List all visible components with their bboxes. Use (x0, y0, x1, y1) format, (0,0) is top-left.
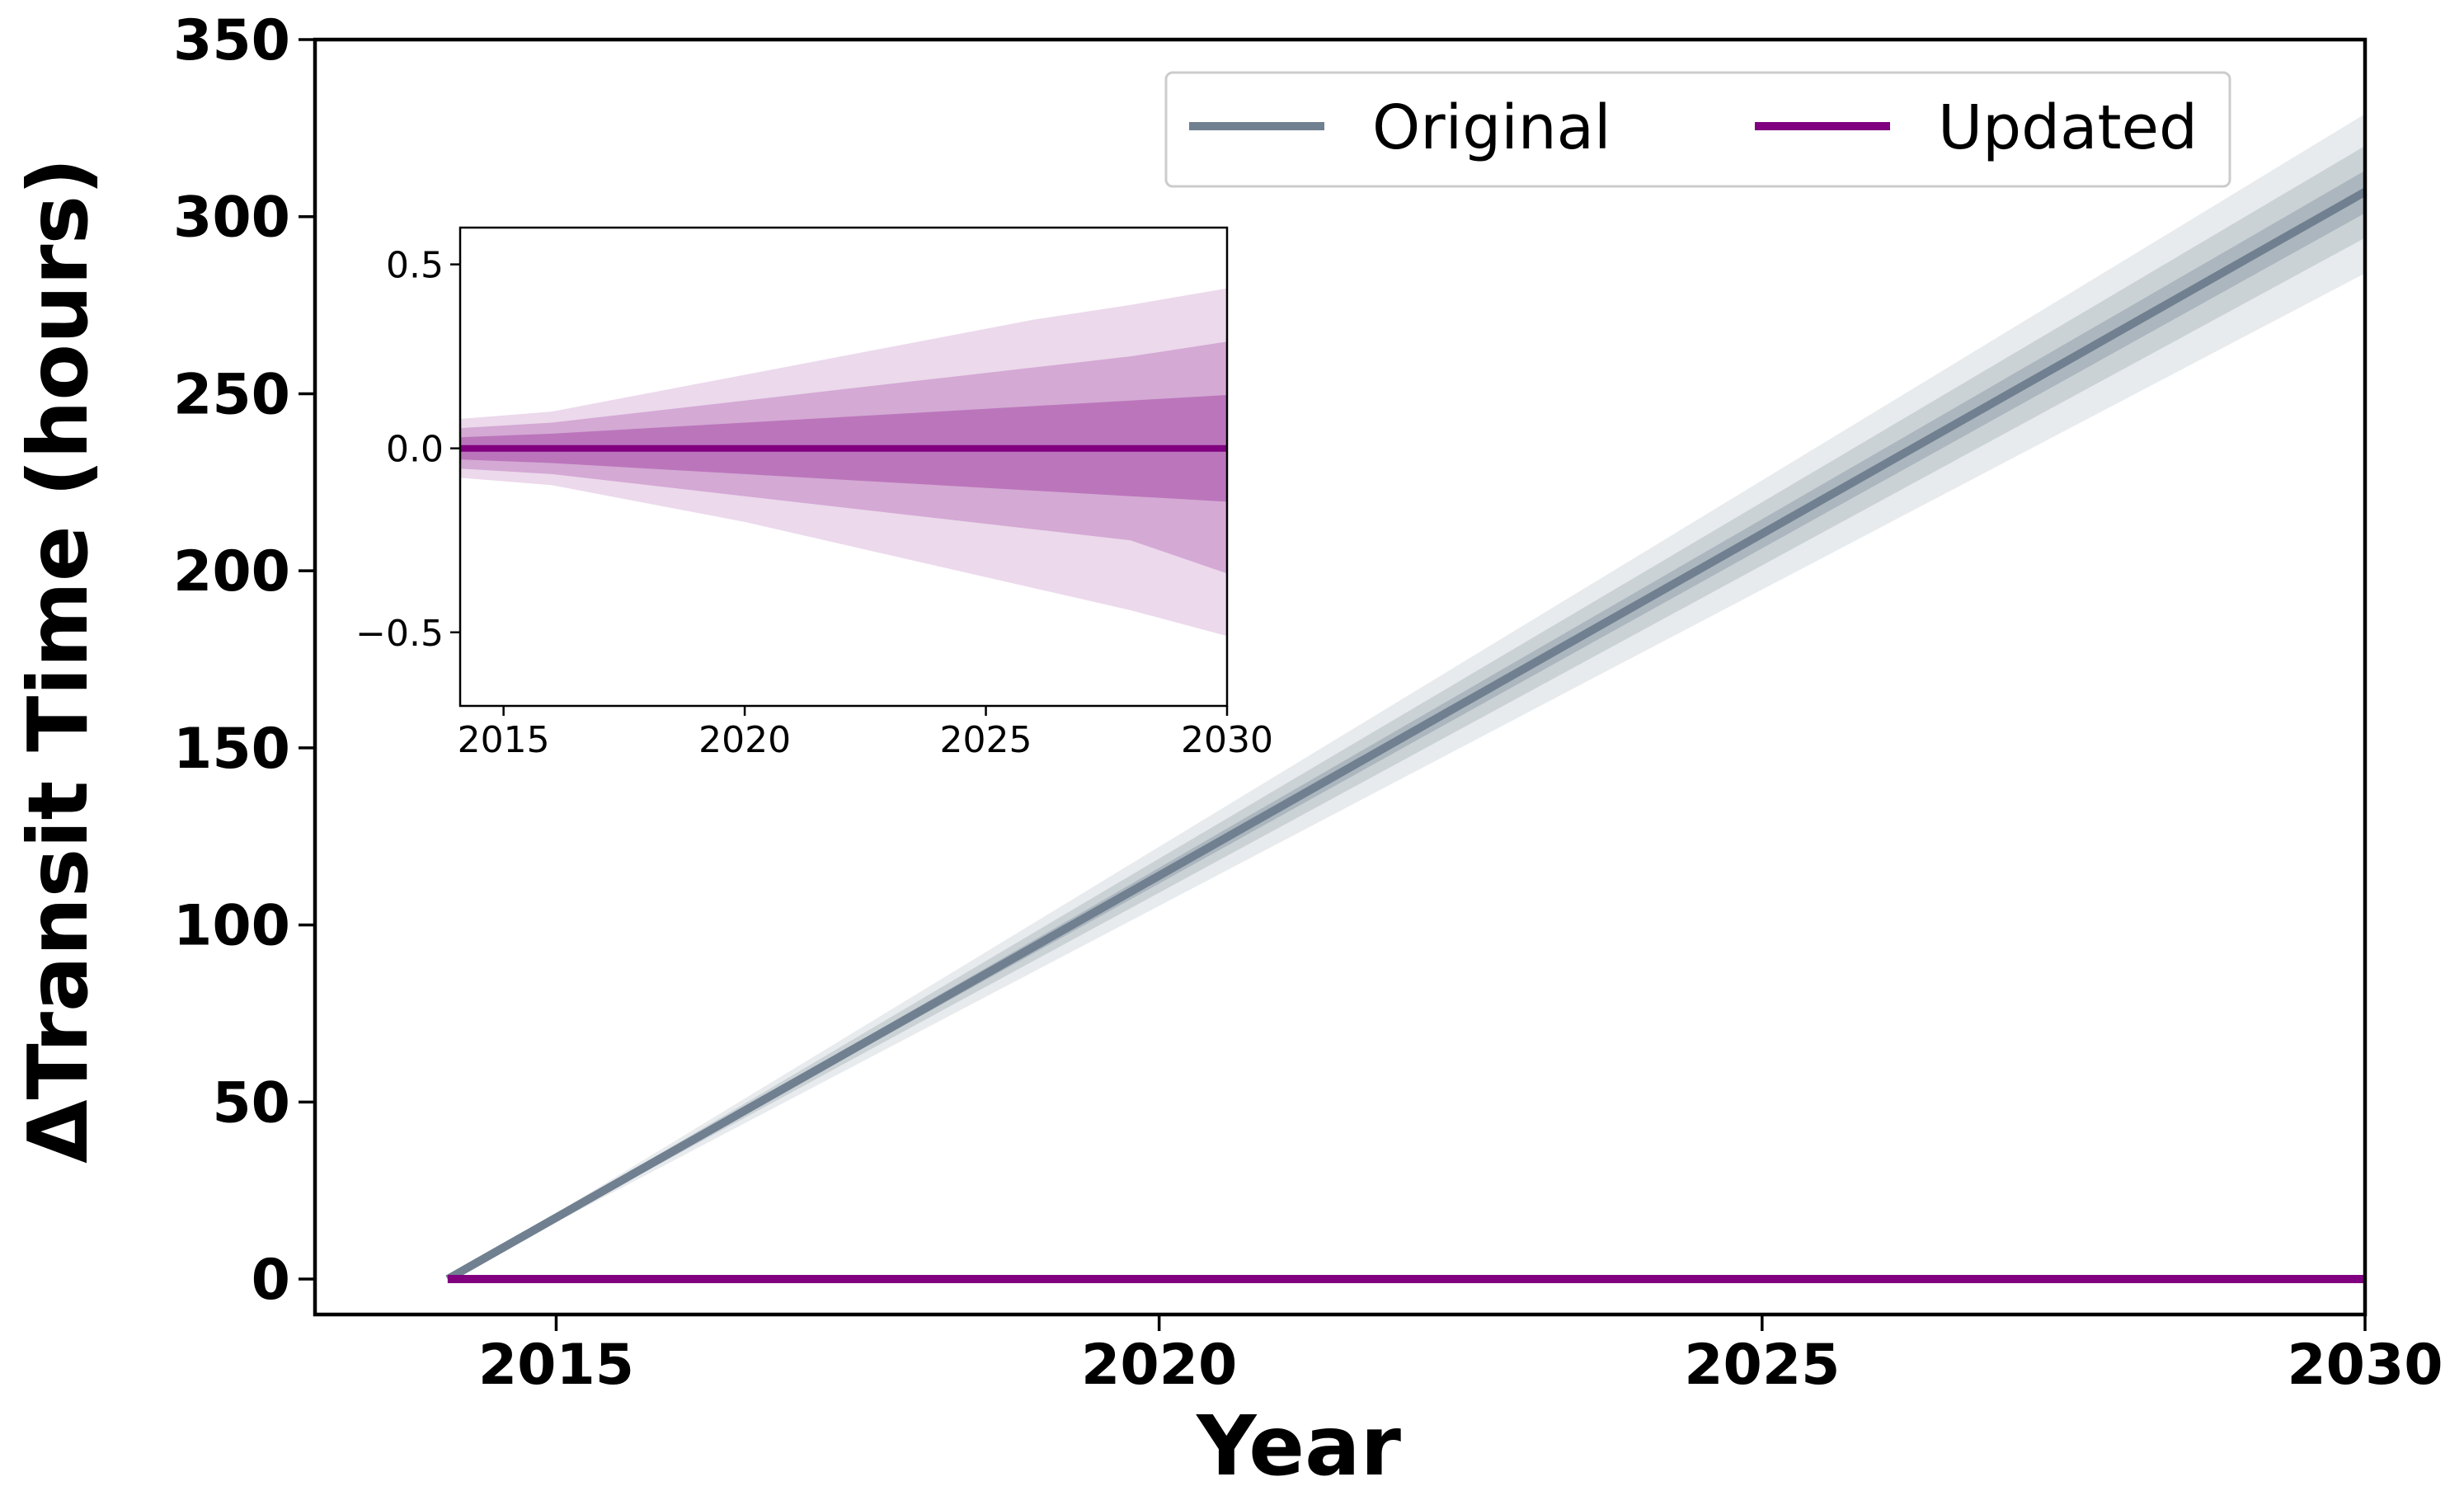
y-tick-label: 50 (212, 1070, 290, 1136)
x-tick-label: 2015 (478, 1333, 634, 1398)
main-x-axis: 2015 2020 2025 2030 (478, 1315, 2443, 1398)
inset-band-level-3 (460, 288, 1227, 637)
series-line-original (445, 188, 2368, 1283)
inset-y-tick-label: 0.5 (386, 245, 444, 287)
y-axis-label: ΔTransit Time (hours) (10, 158, 106, 1164)
legend-box (1164, 71, 2231, 188)
inset-plot: 2015 2020 2025 2030 0.5 0.0 −0.5 (355, 226, 1273, 761)
band-original-level-1 (447, 170, 2366, 1280)
x-tick-label: 2020 (1081, 1333, 1237, 1398)
y-tick-label: 150 (173, 717, 290, 782)
y-tick-label: 100 (173, 894, 290, 959)
band-original-level-3 (447, 114, 2366, 1280)
inset-y-tick-label: −0.5 (355, 613, 444, 655)
main-series-lines (445, 188, 2368, 1284)
legend-label-original: Original (1372, 92, 1611, 163)
y-tick-label: 350 (173, 8, 290, 73)
x-axis-label: Year (1196, 1398, 1402, 1494)
inset-x-axis: 2015 2020 2025 2030 (458, 706, 1273, 761)
y-tick-label: 250 (173, 362, 290, 427)
x-tick-label: 2030 (2287, 1333, 2443, 1398)
inset-x-tick-label: 2030 (1181, 719, 1273, 761)
legend-label-updated: Updated (1938, 92, 2198, 163)
y-tick-label: 0 (252, 1248, 290, 1313)
inset-x-tick-label: 2025 (940, 719, 1032, 761)
main-y-axis: 0 50 100 150 200 250 300 350 (173, 8, 315, 1313)
inset-plot-frame (458, 226, 1229, 708)
inset-y-tick-label: 0.0 (386, 429, 444, 471)
legend: Original Updated (1164, 71, 2231, 188)
y-tick-label: 200 (173, 539, 290, 604)
main-confidence-bands (447, 114, 2366, 1280)
inset-x-tick-label: 2015 (458, 719, 550, 761)
y-tick-label: 300 (173, 186, 290, 251)
main-plot-frame (313, 37, 2368, 1317)
inset-band-level-2 (460, 341, 1227, 574)
inset-background (460, 228, 1227, 706)
band-original-level-2 (447, 145, 2366, 1280)
x-tick-label: 2025 (1684, 1333, 1840, 1398)
inset-y-axis: 0.5 0.0 −0.5 (355, 245, 460, 655)
inset-x-tick-label: 2020 (698, 719, 791, 761)
